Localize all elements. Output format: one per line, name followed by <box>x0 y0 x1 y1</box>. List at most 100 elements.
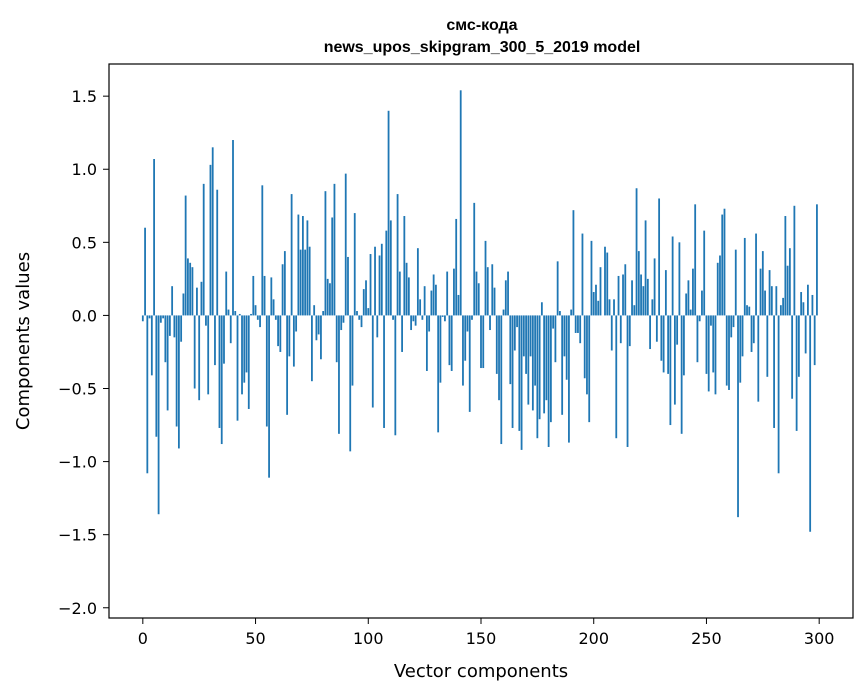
bar <box>635 188 638 316</box>
bar <box>683 315 685 376</box>
bar <box>651 299 654 316</box>
bar <box>554 315 557 363</box>
bar <box>344 173 347 316</box>
bar <box>168 315 171 336</box>
x-axis-label: Vector components <box>394 661 568 682</box>
bar <box>816 204 818 316</box>
bar <box>407 277 410 316</box>
bar <box>538 315 541 420</box>
bar <box>689 309 692 316</box>
bar <box>358 315 361 320</box>
y-tick-label: 0.5 <box>72 233 97 252</box>
bar <box>184 195 187 316</box>
y-tick-label: 0.0 <box>72 306 97 325</box>
bar <box>752 315 755 344</box>
bar <box>193 315 196 389</box>
bar <box>351 315 354 386</box>
x-tick-label: 250 <box>691 629 722 648</box>
bar <box>250 313 252 316</box>
bar <box>347 256 349 316</box>
bar <box>687 280 690 316</box>
bar <box>301 216 304 316</box>
bar <box>202 183 205 316</box>
bar <box>173 315 176 338</box>
bar <box>439 315 442 383</box>
bar <box>491 264 494 316</box>
bar <box>631 280 633 316</box>
bar <box>189 262 192 316</box>
bar <box>813 315 816 366</box>
x-axis-ticks: 0 50 100 150 200 250 300 <box>138 618 835 648</box>
bar <box>441 315 444 317</box>
bar <box>205 315 207 326</box>
y-axis-ticks: −2.0 −1.5 −1.0 −0.5 0.0 0.5 1.0 1.5 <box>58 87 109 618</box>
bar <box>807 284 809 316</box>
bar <box>229 315 232 344</box>
bar <box>804 315 807 354</box>
bar <box>761 251 764 316</box>
bar <box>462 315 464 386</box>
bar <box>277 315 279 347</box>
bar <box>755 233 757 316</box>
bar <box>365 280 367 316</box>
bar <box>234 311 237 316</box>
bar <box>374 246 376 316</box>
bar <box>387 110 390 316</box>
bar <box>317 315 320 335</box>
bar <box>313 305 316 316</box>
bar <box>236 315 239 421</box>
bar <box>577 315 579 333</box>
bar <box>658 198 661 316</box>
x-tick-label: 200 <box>578 629 609 648</box>
bar <box>561 315 564 415</box>
bar <box>200 281 203 316</box>
bar <box>326 278 329 316</box>
bar <box>398 271 401 316</box>
bar <box>322 311 325 316</box>
bar <box>610 315 613 351</box>
bar <box>750 315 753 352</box>
bar <box>583 315 586 379</box>
bar <box>444 315 446 322</box>
bar <box>274 315 277 320</box>
bar <box>707 315 710 392</box>
x-tick-label: 50 <box>245 629 265 648</box>
bar <box>220 315 223 445</box>
bar <box>786 265 789 316</box>
bar <box>730 315 733 338</box>
bar <box>644 220 647 316</box>
x-tick-label: 150 <box>466 629 497 648</box>
bar <box>356 311 358 316</box>
bar <box>329 283 331 316</box>
bar <box>737 315 739 518</box>
bar <box>331 217 334 316</box>
bar <box>263 275 266 316</box>
bar <box>595 284 597 316</box>
bar <box>667 315 670 374</box>
bar <box>511 315 514 428</box>
bar <box>748 306 751 316</box>
bar <box>705 315 708 374</box>
bar <box>802 302 805 316</box>
bar <box>743 237 746 316</box>
bar <box>721 214 724 316</box>
bar <box>394 315 397 436</box>
bar <box>779 305 782 316</box>
bar <box>198 315 201 401</box>
bar <box>283 251 286 316</box>
bar <box>574 315 577 333</box>
bar <box>247 315 250 409</box>
bar <box>448 315 451 366</box>
bar <box>696 315 699 363</box>
x-tick-label: 300 <box>804 629 835 648</box>
bar <box>502 309 505 316</box>
bar <box>162 315 165 319</box>
bar <box>292 315 295 367</box>
bar <box>766 315 769 377</box>
bar <box>791 315 794 399</box>
bar <box>430 290 433 316</box>
bar <box>673 315 676 405</box>
bar <box>392 315 394 320</box>
bar <box>545 315 548 401</box>
bar <box>619 315 622 344</box>
